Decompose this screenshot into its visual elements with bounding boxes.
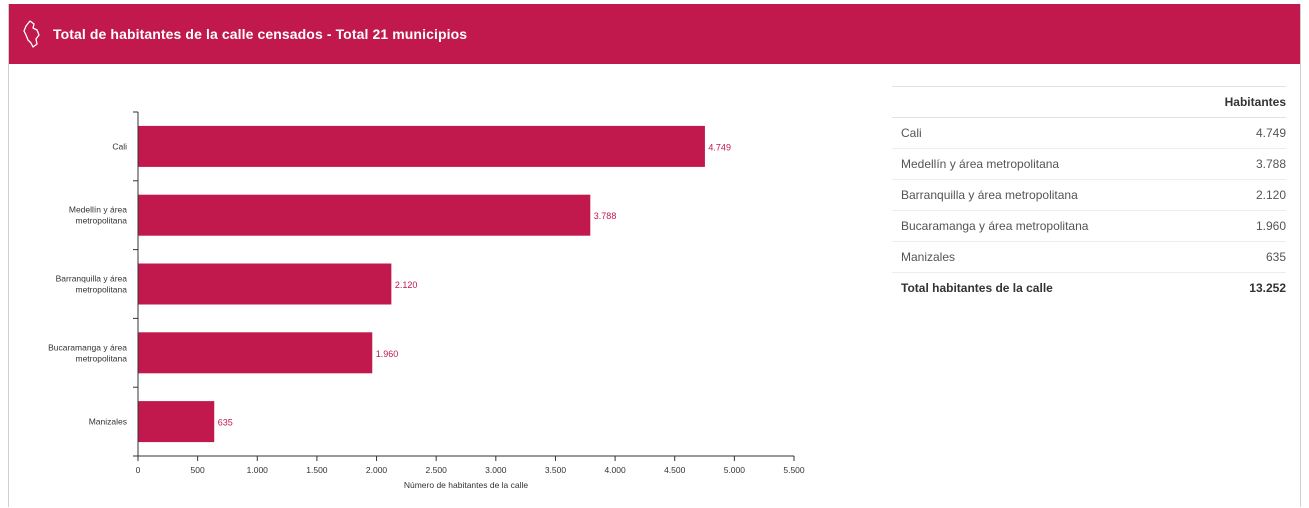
category-label: Bucaramanga y área xyxy=(48,342,127,352)
bar xyxy=(138,401,215,443)
total-value: 13.252 xyxy=(1249,281,1286,295)
table-row-label: Medellín y área metropolitana xyxy=(901,157,1060,171)
bar xyxy=(138,332,373,374)
x-tick-label: 1.000 xyxy=(247,465,269,475)
table-row-label: Cali xyxy=(901,126,922,140)
table-row-label: Barranquilla y área metropolitana xyxy=(901,188,1078,202)
bar xyxy=(138,263,392,305)
category-label: Medellín y área xyxy=(69,205,127,215)
table-row: Medellín y área metropolitana 3.788 xyxy=(892,149,1286,180)
table-row: Barranquilla y área metropolitana 2.120 xyxy=(892,180,1286,211)
table-row: Bucaramanga y área metropolitana 1.960 xyxy=(892,211,1286,242)
category-label: metropolitana xyxy=(75,353,127,363)
data-label: 4.749 xyxy=(708,142,731,152)
table-row-value: 4.749 xyxy=(1255,126,1286,140)
data-label: 2.120 xyxy=(395,280,418,290)
x-tick-label: 1.500 xyxy=(306,465,328,475)
table-total-row: Total habitantes de la calle 13.252 xyxy=(892,273,1286,303)
category-label: Barranquilla y área xyxy=(56,274,128,284)
x-tick-label: 4.500 xyxy=(664,465,686,475)
table-row-label: Manizales xyxy=(901,250,956,264)
x-tick-label: 2.000 xyxy=(366,465,388,475)
table-body: Cali 4.749 Medellín y área metropolitana 3.… xyxy=(892,118,1286,273)
table-row-value: 3.788 xyxy=(1255,157,1286,171)
x-tick-label: 4.000 xyxy=(604,465,626,475)
bar xyxy=(138,125,705,167)
x-tick-label: 5.000 xyxy=(724,465,746,475)
x-axis-label: Número de habitantes de la calle xyxy=(404,480,529,490)
table-top-rule xyxy=(892,86,1286,87)
data-label: 635 xyxy=(218,418,233,428)
column-header-habitantes: Habitantes xyxy=(1224,95,1286,109)
panel-header: Total de habitantes de la calle censados… xyxy=(9,4,1300,64)
x-tick-label: 5.500 xyxy=(783,465,805,475)
dashboard-panel: Total de habitantes de la calle censados… xyxy=(8,4,1301,507)
category-label: Manizales xyxy=(89,417,127,427)
table-row: Cali 4.749 xyxy=(892,118,1286,149)
table-row: Manizales 635 xyxy=(892,242,1286,273)
category-label: metropolitana xyxy=(75,285,127,295)
x-tick-label: 2.500 xyxy=(426,465,448,475)
bar xyxy=(138,194,591,236)
category-label: Cali xyxy=(112,141,127,151)
x-tick-label: 3.000 xyxy=(485,465,507,475)
x-tick-label: 3.500 xyxy=(545,465,567,475)
data-label: 3.788 xyxy=(594,211,617,221)
total-label: Total habitantes de la calle xyxy=(901,281,1053,295)
colombia-map-icon xyxy=(23,20,40,48)
category-label: metropolitana xyxy=(75,216,127,226)
data-label: 1.960 xyxy=(376,349,399,359)
table-row-value: 2.120 xyxy=(1255,188,1286,202)
table-row-value: 1.960 xyxy=(1255,219,1286,233)
table-row-label: Bucaramanga y área metropolitana xyxy=(901,219,1089,233)
table-header: Habitantes xyxy=(892,87,1286,118)
page-title: Total de habitantes de la calle censados… xyxy=(53,26,468,42)
x-tick-label: 500 xyxy=(191,465,205,475)
x-tick-label: 0 xyxy=(136,465,141,475)
table-row-value: 635 xyxy=(1265,250,1286,264)
data-table: Habitantes Cali 4.749 Medellín y área metr… xyxy=(892,86,1286,303)
